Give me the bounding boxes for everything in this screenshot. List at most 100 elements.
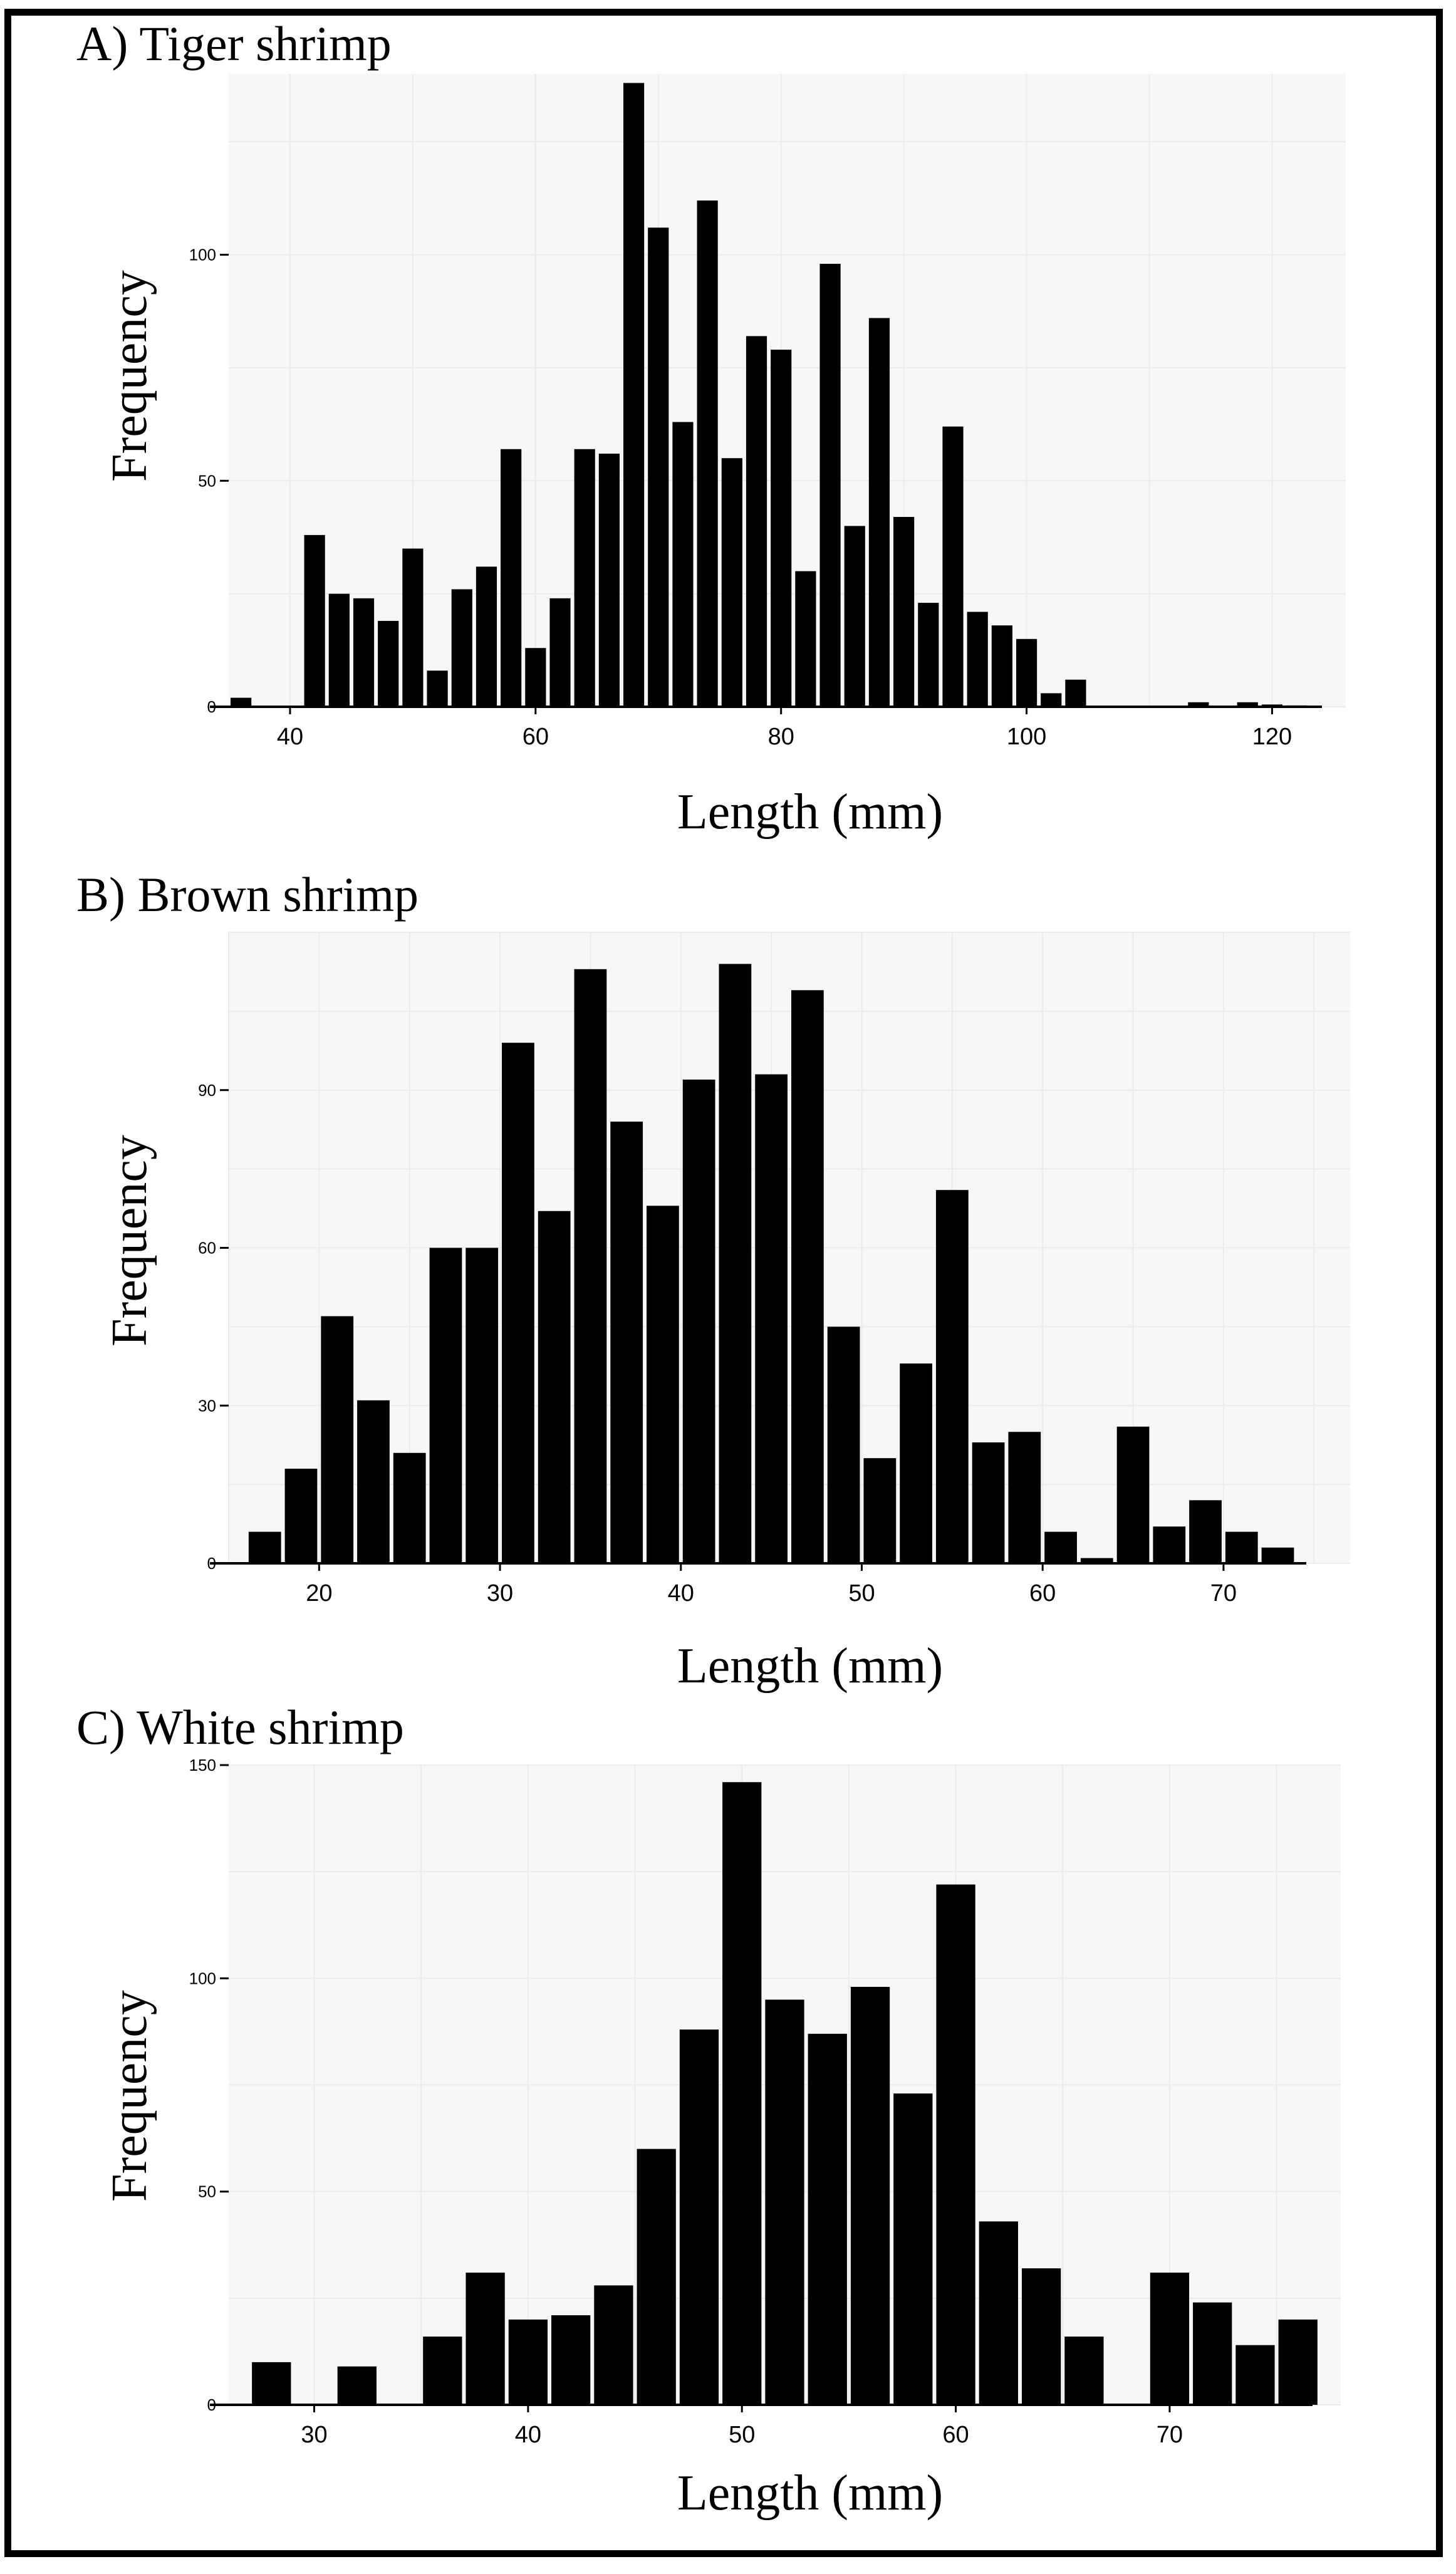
panel-c-title: C) White shrimp (76, 1700, 404, 1754)
bar-a-72 (672, 422, 694, 707)
bar-b-47 (791, 990, 824, 1563)
bar-b-57 (972, 1442, 1005, 1563)
panel-a-title: A) Tiger shrimp (76, 16, 392, 71)
bar-b-29 (465, 1248, 499, 1563)
bar-a-74 (697, 201, 718, 707)
bar-b-41 (682, 1079, 715, 1563)
bar-c-42 (551, 2315, 591, 2405)
bar-a-68 (623, 83, 645, 707)
bar-b-59 (1008, 1432, 1041, 1563)
bar-b-71 (1225, 1531, 1258, 1563)
bar-a-104 (1065, 679, 1086, 707)
bar-a-64 (574, 449, 595, 707)
c-y-tick-label: 100 (189, 1969, 216, 1988)
bar-a-56 (476, 566, 497, 707)
panel-a-y-axis-label: Frequency (102, 270, 157, 482)
b-y-tick-label: 90 (198, 1081, 216, 1100)
bar-a-114 (1188, 702, 1209, 707)
bar-c-48 (679, 2030, 719, 2405)
bar-a-78 (746, 336, 767, 707)
bar-b-63 (1080, 1558, 1113, 1563)
b-x-tick-label: 70 (1210, 1580, 1237, 1607)
bar-c-76 (1278, 2319, 1318, 2405)
bar-a-48 (378, 620, 399, 707)
a-x-tick-label: 40 (277, 724, 303, 750)
bar-c-28 (252, 2362, 291, 2405)
bar-b-55 (935, 1190, 969, 1563)
panel-a-x-axis-label: Length (mm) (677, 784, 943, 840)
c-x-tick-label: 60 (942, 2422, 969, 2448)
bar-a-76 (721, 458, 742, 707)
bar-b-23 (357, 1400, 390, 1563)
panel-a-bars (231, 83, 1308, 707)
panel-b-y-ticks: 0 30 60 90 (198, 1081, 229, 1573)
bar-b-49 (827, 1326, 860, 1563)
panel-c-gridlines (229, 1764, 1341, 2405)
bar-c-44 (594, 2285, 633, 2405)
bar-c-64 (1021, 2268, 1061, 2405)
b-y-tick-label: 60 (198, 1239, 216, 1258)
a-x-tick-label: 120 (1252, 724, 1292, 750)
bar-b-37 (610, 1122, 643, 1563)
bar-b-39 (647, 1206, 679, 1563)
bar-a-84 (819, 264, 841, 707)
bar-c-62 (979, 2221, 1018, 2405)
bar-b-25 (393, 1452, 426, 1563)
bar-a-80 (771, 350, 792, 707)
bar-b-51 (863, 1458, 897, 1563)
bar-b-65 (1116, 1426, 1150, 1563)
bar-c-50 (722, 1782, 762, 2405)
bar-c-40 (508, 2319, 548, 2405)
bar-a-86 (844, 526, 865, 707)
bar-c-60 (936, 1884, 975, 2405)
b-x-tick-label: 40 (668, 1580, 694, 1607)
bar-a-58 (501, 449, 522, 707)
c-x-tick-label: 30 (301, 2422, 327, 2448)
bar-a-46 (353, 598, 375, 707)
bar-a-94 (942, 426, 964, 707)
bar-a-88 (868, 318, 890, 707)
bar-c-58 (893, 2093, 933, 2405)
panel-c-x-axis-label: Length (mm) (677, 2466, 943, 2521)
a-y-tick-label: 50 (198, 471, 216, 490)
bar-c-70 (1150, 2272, 1190, 2405)
bar-b-21 (321, 1316, 354, 1563)
bar-b-61 (1044, 1531, 1077, 1563)
bar-c-54 (808, 2033, 847, 2405)
a-y-tick-label: 100 (189, 246, 216, 264)
a-y-tick-label: 0 (207, 697, 216, 716)
bar-b-17 (248, 1531, 281, 1563)
bar-b-67 (1153, 1526, 1186, 1563)
bar-a-82 (795, 571, 816, 707)
bar-a-92 (918, 603, 939, 707)
bar-a-54 (451, 589, 472, 707)
bar-c-72 (1193, 2302, 1232, 2405)
bar-b-35 (574, 969, 607, 1563)
b-x-tick-label: 30 (487, 1580, 513, 1607)
c-y-tick-label: 150 (189, 1756, 216, 1774)
b-x-tick-label: 50 (848, 1580, 875, 1607)
panel-c-y-ticks: 0 50 100 150 (189, 1756, 229, 2414)
bar-a-50 (402, 548, 424, 707)
bar-a-42 (304, 534, 325, 707)
bar-c-36 (423, 2337, 462, 2405)
bar-b-31 (502, 1043, 534, 1563)
bar-a-52 (427, 670, 448, 707)
panel-b-y-axis-label: Frequency (102, 1135, 157, 1347)
bar-a-36 (231, 697, 252, 707)
b-x-tick-label: 20 (306, 1580, 332, 1607)
b-y-tick-label: 0 (207, 1554, 216, 1573)
panel-a-x-ticks: 40 60 80 100 120 (277, 707, 1292, 750)
a-x-tick-label: 100 (1007, 724, 1046, 750)
panel-c-y-axis-label: Frequency (102, 1990, 157, 2202)
c-x-tick-label: 50 (729, 2422, 755, 2448)
b-x-tick-label: 60 (1029, 1580, 1056, 1607)
c-x-tick-label: 70 (1157, 2422, 1183, 2448)
bar-c-56 (850, 1986, 890, 2405)
bar-b-53 (900, 1363, 932, 1563)
a-x-tick-label: 60 (523, 724, 549, 750)
a-x-tick-label: 80 (768, 724, 794, 750)
panel-b: B) Brown shrimp 20 30 40 50 60 70 0 30 60 90 Len… (76, 867, 1350, 1694)
bar-a-90 (893, 517, 915, 707)
